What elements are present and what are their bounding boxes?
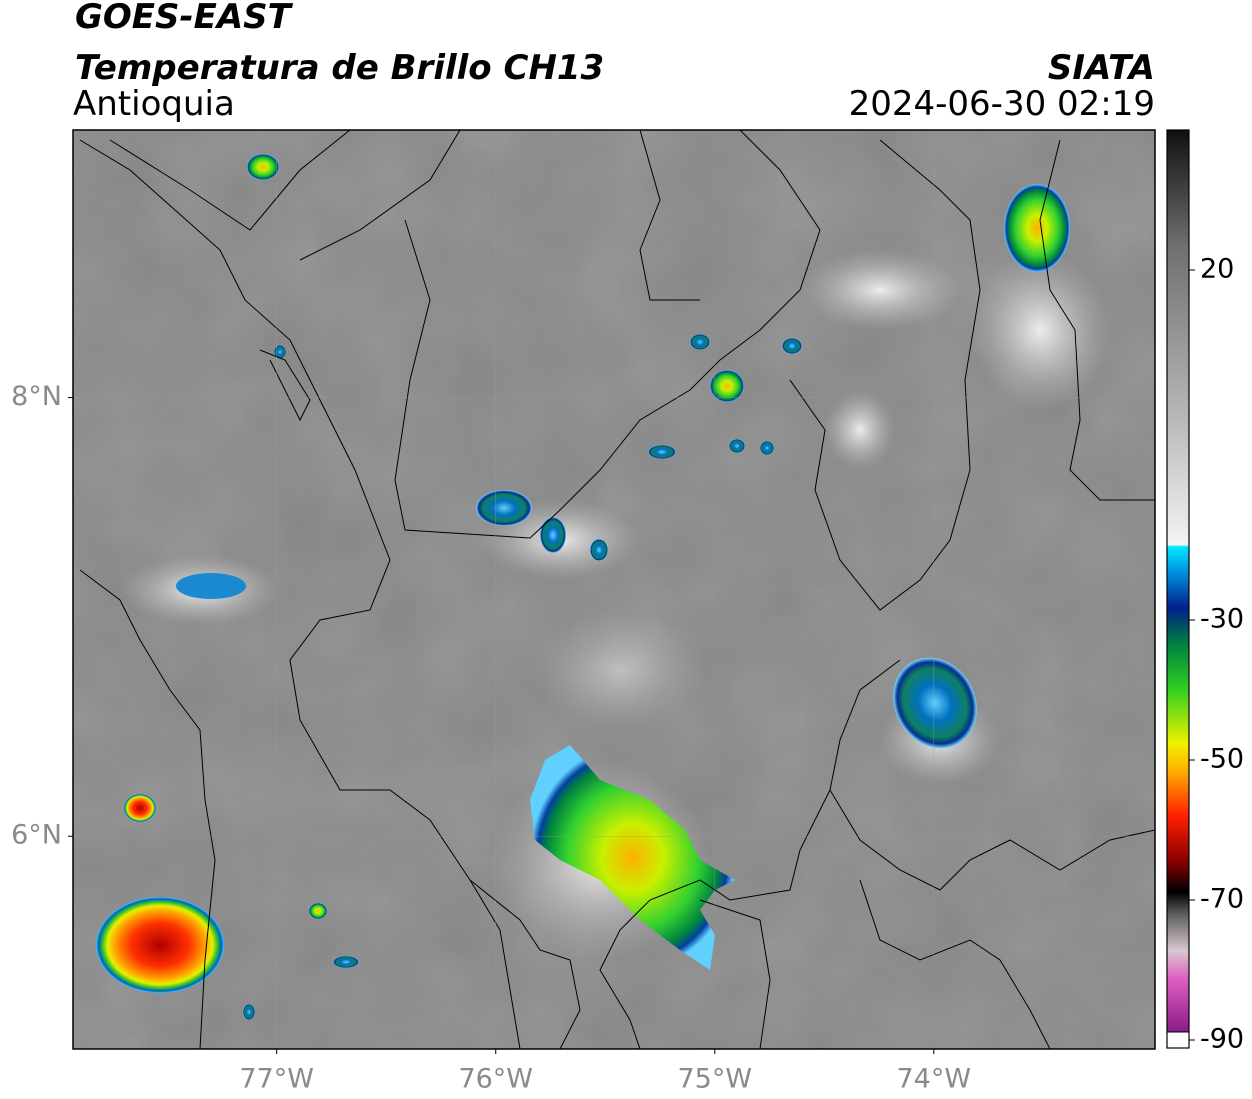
x-tick-label: 76°W bbox=[458, 1064, 533, 1095]
title: GOES-EAST bbox=[75, 0, 294, 37]
x-tick-label: 75°W bbox=[677, 1064, 752, 1095]
colorbar-tick-label: -30 bbox=[1200, 604, 1244, 635]
y-tick-label: 8°N bbox=[11, 381, 62, 412]
borders bbox=[79, 130, 1155, 1049]
subtitle: Temperatura de Brillo CH13 bbox=[75, 48, 604, 88]
datetime: 2024-06-30 02:19 bbox=[849, 84, 1155, 124]
source: SIATA bbox=[1048, 48, 1155, 88]
colorbar-frame bbox=[1166, 129, 1190, 1049]
map-frame bbox=[72, 129, 1156, 1050]
colorbar-tick-label: -70 bbox=[1200, 884, 1244, 915]
colorbar-gradient bbox=[1167, 130, 1189, 1032]
axes: 77°W 76°W 75°W 74°W 8°N 6°N bbox=[11, 130, 1155, 1095]
colorbar-tick-label: -90 bbox=[1200, 1024, 1244, 1055]
colorbar-tick-label: 20 bbox=[1200, 254, 1234, 285]
colorbar-ticks: 20 -30 -50 -70 -90 bbox=[1189, 254, 1244, 1055]
x-tick-label: 77°W bbox=[239, 1064, 314, 1095]
y-tick-label: 6°N bbox=[11, 820, 62, 851]
map bbox=[73, 130, 1155, 1049]
x-tick-label: 74°W bbox=[897, 1064, 972, 1095]
region: Antioquia bbox=[73, 84, 235, 124]
colorbar-under bbox=[1166, 1031, 1190, 1049]
colorbar-tick-label: -50 bbox=[1200, 744, 1244, 775]
storm-cells bbox=[96, 154, 1070, 1020]
